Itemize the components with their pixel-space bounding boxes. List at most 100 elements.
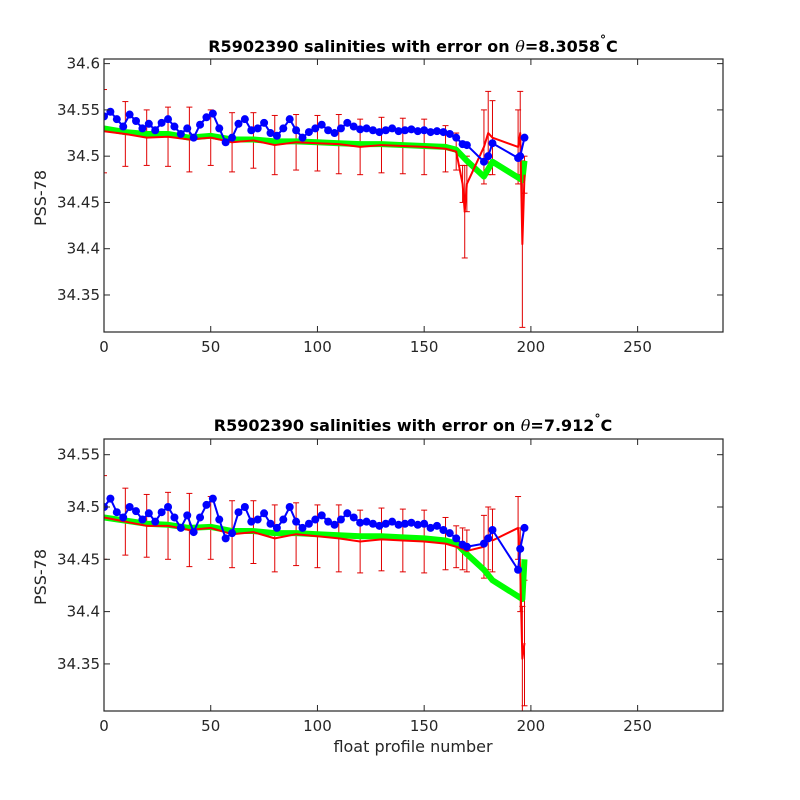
bottom-panel-float-point	[304, 519, 313, 528]
top-panel-float-point	[157, 118, 166, 127]
bottom-panel-float-point	[234, 508, 243, 517]
bottom-panel-float-point	[432, 521, 441, 530]
bottom-panel-xtick-label: 0	[99, 717, 109, 735]
bottom-panel-float-point	[292, 517, 301, 526]
top-panel-float-point	[520, 133, 529, 142]
top-panel-float-point	[183, 124, 192, 133]
top-panel-float-point	[196, 120, 205, 129]
bottom-panel-float-point	[260, 509, 269, 518]
bottom-panel-float-point	[400, 519, 409, 528]
bottom-panel-axes-box	[103, 438, 724, 712]
top-panel-float-point	[349, 122, 358, 131]
top-panel-ytick-label: 34.45	[57, 193, 100, 211]
top-panel-xtick-label: 250	[623, 338, 652, 356]
top-panel-float-point	[176, 129, 185, 138]
top-panel-float-point	[317, 120, 326, 129]
bottom-panel-xtick-label: 50	[201, 717, 220, 735]
top-panel-float-point	[125, 110, 134, 119]
bottom-panel-float-point	[514, 565, 523, 574]
bottom-panel-float-point	[112, 508, 121, 517]
top-panel-float-point	[253, 124, 262, 133]
top-panel-float-point	[304, 128, 313, 137]
top-panel-float-point	[151, 126, 160, 135]
bottom-panel-float-point	[176, 523, 185, 532]
top-panel-float-point	[132, 117, 141, 126]
top-panel-float-point	[330, 129, 339, 138]
bottom-panel-float-point	[349, 513, 358, 522]
bottom-panel-float-point	[164, 503, 173, 511]
bottom-panel-float-point	[125, 503, 134, 511]
bottom-panel-float-point	[330, 520, 339, 529]
top-panel-ylabel: PSS-78	[31, 170, 50, 226]
top-panel-float-point	[138, 124, 147, 133]
top-panel-float-point	[462, 141, 471, 150]
top-panel: R5902390 salinities with error on θ=8.30…	[31, 33, 724, 356]
bottom-panel-float-point	[394, 520, 403, 529]
bottom-panel-ytick-label: 34.55	[57, 446, 100, 464]
top-panel-float-point	[215, 124, 224, 133]
bottom-panel-float-point	[452, 534, 461, 543]
top-panel-float-point	[516, 152, 525, 161]
bottom-panel-float-point	[279, 515, 288, 524]
top-panel-float-point	[336, 124, 345, 133]
bottom-panel-ytick-label: 34.4	[67, 603, 100, 621]
bottom-panel-float-point	[516, 544, 525, 553]
bottom-panel-float-point	[189, 528, 198, 537]
bottom-panel-float-point	[266, 519, 275, 528]
top-panel-float-point	[324, 126, 333, 135]
top-panel-float-point	[439, 128, 448, 137]
bottom-panel-float-point	[285, 503, 294, 511]
top-panel-float-point	[426, 128, 435, 137]
top-panel-float-point	[119, 122, 128, 131]
top-panel-float-point	[407, 125, 416, 134]
bottom-panel-float-point	[151, 517, 160, 526]
top-panel-float-point	[400, 126, 409, 135]
top-panel-float-point	[202, 113, 211, 122]
top-panel-float-point	[445, 129, 454, 138]
bottom-panel-ylabel: PSS-78	[31, 549, 50, 605]
bottom-panel-float-point	[484, 534, 493, 543]
bottom-panel-float-point	[368, 519, 377, 528]
bottom-panel-float-point	[157, 508, 166, 517]
top-panel-float-point	[432, 127, 441, 136]
top-panel-float-point	[368, 126, 377, 135]
bottom-panel-float-point	[520, 523, 529, 532]
top-panel-float-point	[272, 131, 281, 140]
bottom-panel-float-point	[420, 519, 429, 528]
top-panel-float-point	[362, 124, 371, 133]
top-panel-float-point	[356, 125, 365, 134]
top-panel-float-point	[234, 119, 243, 128]
top-panel-float-point	[381, 126, 390, 135]
top-panel-xtick-label: 0	[99, 338, 109, 356]
top-panel-float-point	[170, 122, 179, 131]
bottom-panel-float-point	[388, 517, 397, 526]
top-panel-float-point	[375, 128, 384, 137]
top-panel-ytick-label: 34.5	[67, 147, 100, 165]
bottom-panel-float-point	[170, 513, 179, 522]
bottom-panel-title: R5902390 salinities with error on θ=7.91…	[214, 412, 612, 435]
bottom-panel-float-point	[215, 515, 224, 524]
bottom-panel-float-point	[336, 515, 345, 524]
bottom-panel-float-point	[324, 517, 333, 526]
bottom-panel-float-point	[362, 517, 371, 526]
top-panel-float-point	[221, 138, 230, 147]
top-panel-xtick-label: 200	[517, 338, 546, 356]
bottom-panel-float-point	[407, 518, 416, 527]
top-panel-axes-box	[103, 58, 724, 333]
top-panel-float-point	[240, 115, 249, 124]
top-panel-float-point	[413, 127, 422, 136]
top-panel-float-point	[479, 157, 488, 166]
top-panel-float-point	[106, 107, 115, 116]
top-panel-ytick-label: 34.6	[67, 55, 100, 73]
bottom-panel-float-point	[375, 521, 384, 530]
bottom-panel-float-point	[272, 523, 281, 532]
top-panel-float-point	[104, 112, 108, 121]
top-panel-float-point	[164, 115, 173, 124]
top-panel-float-point	[266, 129, 275, 138]
bottom-panel-float-point	[138, 515, 147, 524]
bottom-panel-float-point	[343, 509, 352, 518]
top-panel-float-point	[343, 118, 352, 127]
bottom-panel-float-point	[228, 529, 237, 538]
bottom-panel-float-point	[381, 519, 390, 528]
top-panel-xtick-label: 150	[410, 338, 439, 356]
